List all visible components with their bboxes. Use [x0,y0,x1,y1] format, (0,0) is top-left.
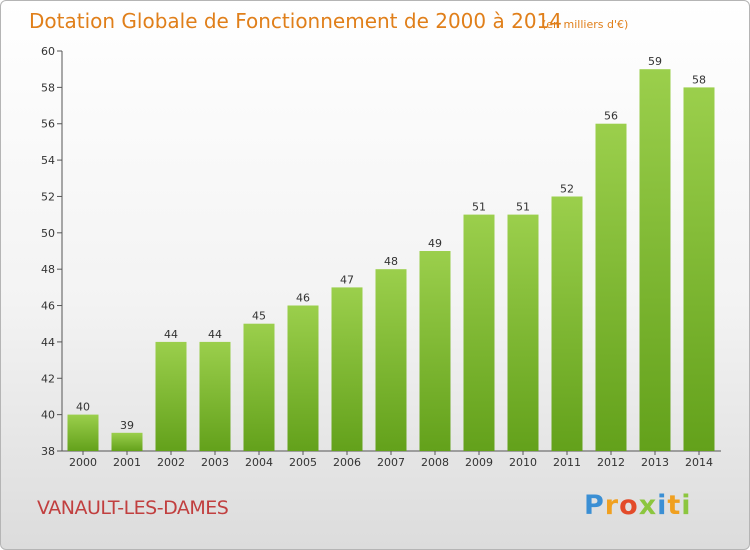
y-tick-label: 40 [41,409,55,422]
bar-2002 [155,341,187,451]
bar-value-label: 44 [164,328,178,341]
chart-subtitle: (en milliers d'€) [542,18,629,31]
x-tick-label: 2006 [333,456,361,469]
bar-value-label: 52 [560,183,574,196]
y-tick-label: 58 [41,81,55,94]
x-tick-label: 2001 [113,456,141,469]
bar-2004 [243,323,275,451]
bar-value-label: 47 [340,273,354,286]
y-tick-label: 38 [41,445,55,458]
x-tick-label: 2010 [509,456,537,469]
logo-letter: i [681,490,692,521]
x-tick-label: 2003 [201,456,229,469]
bar-2007 [375,269,407,451]
y-axis: 38 40 42 44 46 48 50 52 54 56 58 60 [41,45,63,458]
bar-2005 [287,305,319,451]
x-tick-label: 2008 [421,456,449,469]
bar-2010 [507,214,539,451]
chart-title: Dotation Globale de Fonctionnement de 20… [29,9,562,33]
bar-2008 [419,251,451,451]
commune-name: VANAULT-LES-DAMES [37,497,229,519]
y-tick-label: 46 [41,300,55,313]
x-tick-label: 2007 [377,456,405,469]
bar-2006 [331,287,363,451]
bar-value-label: 49 [428,237,442,250]
bar-2011 [551,196,583,451]
bar-2013 [639,69,671,451]
x-tick-label: 2009 [465,456,493,469]
x-tick-label: 2013 [641,456,669,469]
y-tick-label: 42 [41,372,55,385]
proxiti-logo: Proxiti [584,490,692,521]
logo-letter: P [584,490,605,521]
logo-letter: r [604,490,620,521]
x-tick-label: 2012 [597,456,625,469]
x-tick-label: 2002 [157,456,185,469]
logo-letter: i [657,490,668,521]
bar-value-label: 51 [472,201,486,214]
y-tick-label: 56 [41,118,55,131]
bar-value-label: 44 [208,328,222,341]
x-tick-label: 2004 [245,456,273,469]
bar-2001 [111,432,143,451]
y-tick-label: 50 [41,227,55,240]
x-tick-label: 2000 [69,456,97,469]
logo-letter: o [619,490,639,521]
bar-2014 [683,87,715,452]
bar-value-label: 59 [648,55,662,68]
x-tick-label: 2005 [289,456,317,469]
x-tick-label: 2014 [685,456,713,469]
bar-value-label: 45 [252,310,266,323]
bar-2000 [67,414,99,451]
y-tick-label: 48 [41,263,55,276]
bar-value-label: 56 [604,110,618,123]
bar-value-label: 46 [296,292,310,305]
logo-letter: x [638,490,658,521]
x-tick-label: 2011 [553,456,581,469]
bar-2012 [595,123,627,451]
bar-value-label: 58 [692,73,706,86]
y-tick-label: 44 [41,336,55,349]
x-axis: 2000 2001 2002 2003 2004 2005 2006 2007 2008 2009… [62,450,721,469]
bars: 40 39 44 44 45 46 47 48 49 51 51 52 56 59 58 [67,55,715,452]
bar-value-label: 39 [120,419,134,432]
bar-2009 [463,214,495,451]
bar-value-label: 51 [516,201,530,214]
bar-value-label: 48 [384,255,398,268]
y-tick-label: 60 [41,45,55,58]
logo-letter: t [667,490,682,521]
y-tick-label: 54 [41,154,55,167]
y-tick-label: 52 [41,190,55,203]
bar-value-label: 40 [76,401,90,414]
bar-2003 [199,341,231,451]
